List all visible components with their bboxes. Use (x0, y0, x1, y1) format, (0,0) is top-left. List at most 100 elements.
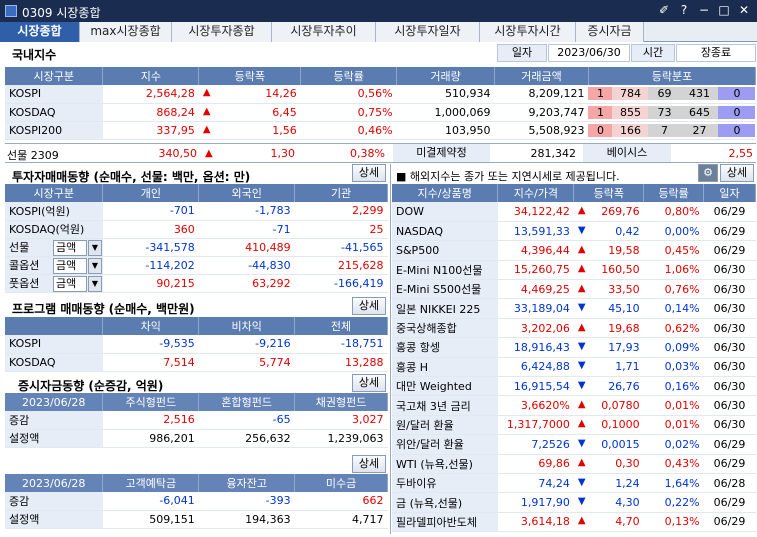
row-name: 홍콩 항셍 (392, 337, 498, 358)
table-row[interactable]: 선물 금액 ▼ -341,578 410,489 -41,565 (5, 238, 388, 257)
table-row[interactable]: KOSPI200 337,95 ▲ 1,56 0,46% 103,950 5,50… (5, 121, 756, 140)
row-name: E-Mini S500선물 (392, 279, 498, 300)
change-value: 14,26 (265, 87, 297, 101)
price-value: 18,916,43 (497, 337, 574, 358)
tab-market-investor[interactable]: 시장투자종합 (172, 22, 272, 42)
chevron-down-icon[interactable]: ▼ (88, 257, 102, 273)
table-row[interactable]: 일본 NIKKEI 225 33,189,04 ▼ 45,10 0,14% 06/30 (392, 298, 756, 319)
col-change: 등락폭 (198, 67, 302, 85)
change-value: 0,42 (615, 224, 640, 238)
window-title: 0309 시장종합 (22, 6, 101, 20)
help-icon[interactable]: ? (680, 3, 688, 17)
table-row[interactable]: 설정액 986,201 256,632 1,239,063 (5, 429, 388, 448)
table-row[interactable]: E-Mini S500선물 4,469,25 ▲ 33,50 0,76% 06/30 (392, 279, 756, 300)
deposit-table: 2023/06/28 고객예탁금 융자잔고 미수금 증감 -6,041 -393… (5, 474, 388, 529)
dist-lower: 0 (718, 123, 756, 137)
program-table: 차익 비차익 전체 KOSPI -9,535 -9,216 -18,751 KO… (5, 317, 388, 372)
table-row[interactable]: 설정액 509,151 194,363 4,717 (5, 510, 388, 529)
price-value: 69,86 (497, 454, 574, 474)
price-value: 1,317,7000 (497, 415, 574, 436)
chevron-down-icon[interactable]: ▼ (88, 275, 102, 291)
minimize-icon[interactable]: − (698, 3, 710, 17)
down-arrow-icon: ▼ (577, 379, 586, 391)
price-value: 34,122,42 (497, 202, 574, 222)
rate-value: 0,01% (643, 395, 704, 416)
date-value[interactable]: 2023/06/30 (548, 44, 630, 62)
row-name: 콜옵션 (9, 258, 40, 272)
amount-value: 9,203,747 (494, 103, 589, 122)
table-row[interactable]: 금 (뉴욕,선물) 1,917,90 ▼ 4,30 0,22% 06/29 (392, 492, 756, 513)
table-row[interactable]: 풋옵션 금액 ▼ 90,215 63,292 -166,419 (5, 274, 388, 293)
table-row[interactable]: 중국상해종합 3,202,06 ▲ 19,68 0,62% 06/30 (392, 318, 756, 339)
table-row[interactable]: 증감 -6,041 -393 662 (5, 492, 388, 511)
change-value: 26,76 (608, 379, 640, 393)
col-index: 지수 (102, 67, 200, 85)
overseas-table: 지수/상품명 지수/가격 등락폭 등락률 일자 DOW 34,122,42 ▲ 269… (392, 184, 756, 533)
table-row[interactable]: KOSDAQ 7,514 5,774 13,288 (5, 353, 388, 372)
settings-gear-icon[interactable]: ⚙ (698, 164, 718, 182)
close-icon[interactable]: ✕ (738, 3, 750, 17)
table-row[interactable]: KOSPI(억원) -701 -1,783 2,299 (5, 202, 388, 221)
table-row[interactable]: KOSPI 2,564,28 ▲ 14,26 0,56% 510,934 8,20… (5, 85, 756, 104)
tab-investor-trend[interactable]: 시장투자추이 (272, 22, 376, 42)
change-value: 160,50 (601, 263, 640, 277)
table-row[interactable]: 콜옵션 금액 ▼ -114,202 -44,830 215,628 (5, 256, 388, 275)
tab-investor-daily[interactable]: 시장투자일자 (376, 22, 480, 42)
futures-row[interactable]: 선물 2309 340,50 ▲ 1,30 0,38% 미결제약정 281,34… (5, 143, 756, 163)
volume-value: 103,950 (396, 121, 495, 140)
deposit-detail-button[interactable]: 상세 (352, 455, 386, 473)
distribution-bar: 1 784 69 431 0 (588, 85, 756, 104)
row-name: 위안/달러 환율 (392, 434, 498, 455)
table-row[interactable]: WTI (뉴욕,선물) 69,86 ▲ 0,30 0,43% 06/29 (392, 454, 756, 474)
table-row[interactable]: NASDAQ 13,591,33 ▼ 0,42 0,00% 06/29 (392, 221, 756, 242)
maximize-icon[interactable]: □ (718, 3, 730, 17)
dist-lower: 0 (718, 87, 756, 101)
table-row[interactable]: 국고채 3년 금리 3,6620% ▲ 0,0780 0,01% 06/30 (392, 395, 756, 416)
pin-icon[interactable]: ✐ (658, 3, 670, 17)
table-row[interactable]: KOSDAQ 868,24 ▲ 6,45 0,75% 1,000,069 9,20… (5, 103, 756, 122)
unit-select[interactable]: 금액 (53, 275, 87, 291)
unit-select[interactable]: 금액 (53, 239, 87, 255)
unit-select[interactable]: 금액 (53, 257, 87, 273)
tab-max-market[interactable]: max시장종합 (80, 22, 172, 42)
tab-market-overview[interactable]: 시장종합 (0, 22, 80, 42)
row-name: E-Mini N100선물 (392, 260, 498, 281)
futures-change: 1,30 (270, 147, 296, 160)
funds-detail-button[interactable]: 상세 (352, 374, 386, 392)
date-value: 06/29 (703, 492, 756, 513)
table-row[interactable]: 필라델피아반도체 3,614,18 ▲ 4,70 0,13% 06/29 (392, 512, 756, 533)
table-row[interactable]: E-Mini N100선물 15,260,75 ▲ 160,50 1,06% 06/30 (392, 260, 756, 281)
investor-detail-button[interactable]: 상세 (352, 164, 386, 182)
row-name: S&P500 (392, 240, 498, 261)
down-arrow-icon: ▼ (577, 476, 586, 488)
price-value: 4,396,44 (497, 240, 574, 261)
table-row[interactable]: 증감 2,516 -65 3,027 (5, 411, 388, 430)
up-arrow-icon: ▲ (577, 263, 586, 275)
table-row[interactable]: 두바이유 74,24 ▼ 1,24 1,64% 06/28 (392, 473, 756, 494)
program-detail-button[interactable]: 상세 (352, 297, 386, 315)
personal-value: -114,202 (102, 256, 199, 275)
table-row[interactable]: 홍콩 H 6,424,88 ▼ 1,71 0,03% 06/30 (392, 357, 756, 378)
dist-down: 27 (680, 123, 719, 137)
up-arrow-icon: ▲ (577, 282, 586, 294)
tab-bar: 시장종합 max시장종합 시장투자종합 시장투자추이 시장투자일자 시장투자시간… (0, 22, 757, 42)
row-name: KOSDAQ (5, 103, 103, 122)
table-row[interactable]: 홍콩 항셍 18,916,43 ▼ 17,93 0,09% 06/30 (392, 337, 756, 358)
col-total: 전체 (294, 317, 388, 335)
table-row[interactable]: KOSDAQ(억원) 360 -71 25 (5, 220, 388, 239)
table-row[interactable]: 대만 Weighted 16,915,54 ▼ 26,76 0,16% 06/30 (392, 376, 756, 397)
table-row[interactable]: KOSPI -9,535 -9,216 -18,751 (5, 335, 388, 354)
table-row[interactable]: S&P500 4,396,44 ▲ 19,58 0,45% 06/29 (392, 240, 756, 261)
tab-market-funds[interactable]: 증시자금 (576, 22, 644, 42)
table-row[interactable]: 원/달러 환율 1,317,7000 ▲ 0,1000 0,01% 06/30 (392, 415, 756, 436)
rate-value: 0,45% (643, 240, 704, 261)
chevron-down-icon[interactable]: ▼ (88, 239, 102, 255)
personal-value: -341,578 (102, 238, 199, 257)
change-value: 1,56 (272, 123, 297, 137)
price-value: 3,614,18 (497, 512, 574, 533)
overseas-detail-button[interactable]: 상세 (720, 164, 754, 182)
tab-investor-time[interactable]: 시장투자시간 (480, 22, 576, 42)
table-row[interactable]: 위안/달러 환율 7,2526 ▼ 0,0015 0,02% 06/29 (392, 434, 756, 455)
table-row[interactable]: DOW 34,122,42 ▲ 269,76 0,80% 06/29 (392, 202, 756, 222)
rate-value: 1,06% (643, 260, 704, 281)
